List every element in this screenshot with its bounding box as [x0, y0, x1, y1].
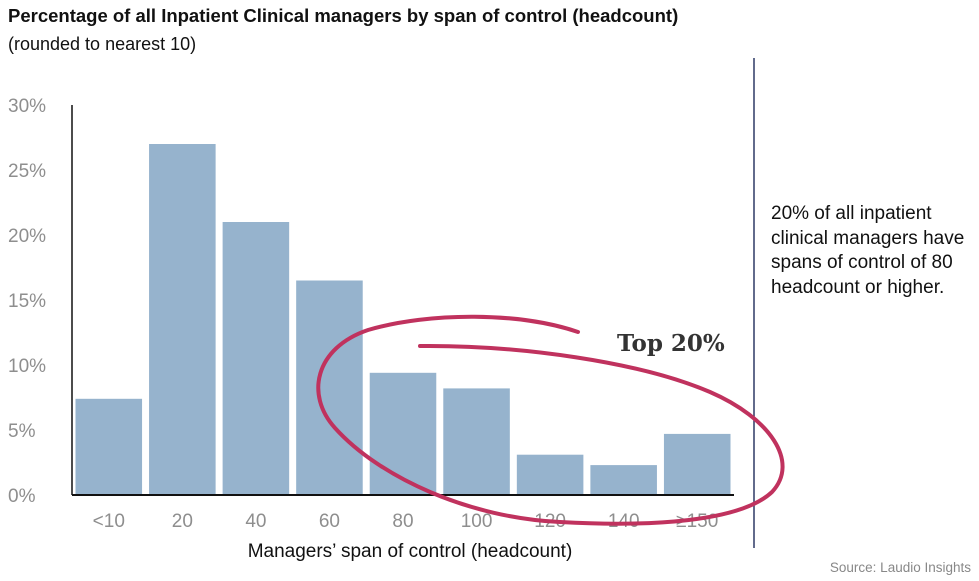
bar-4 [369, 372, 437, 495]
highlight-circle [316, 314, 785, 526]
y-axis-ticks: 0% 5% 10% 15% 20% 25% 30% [8, 96, 46, 507]
bar-2 [222, 222, 290, 495]
y-tick-label: 15% [8, 291, 46, 312]
x-tick-label: 40 [245, 511, 266, 532]
bar-7 [590, 465, 657, 495]
bars-group [75, 144, 731, 495]
bar-8 [663, 433, 731, 495]
bar-3 [296, 280, 363, 495]
bar-6 [516, 454, 584, 495]
x-tick-label: <10 [93, 511, 125, 532]
y-tick-label: 5% [8, 421, 36, 442]
y-tick-label: 0% [8, 486, 36, 507]
source-credit: Source: Laudio Insights [829, 560, 971, 575]
y-tick-label: 10% [8, 356, 46, 377]
bar-0 [75, 398, 143, 495]
x-tick-label: 80 [392, 511, 413, 532]
y-tick-label: 20% [8, 226, 46, 247]
bar-5 [443, 388, 510, 495]
x-axis-ticks: <10 20 40 60 80 100 120 140 ≥150 [93, 511, 719, 532]
x-axis-label: Managers’ span of control (headcount) [248, 541, 573, 562]
x-tick-label: 60 [319, 511, 340, 532]
y-tick-label: 25% [8, 161, 46, 182]
chart-title: Percentage of all Inpatient Clinical man… [8, 5, 679, 26]
annotation-note: 20% of all inpatient clinical managers h… [771, 203, 965, 299]
bar-1 [149, 144, 216, 495]
chart-subtitle: (rounded to nearest 10) [8, 34, 197, 54]
y-tick-label: 30% [8, 96, 46, 117]
x-tick-label: 20 [172, 511, 193, 532]
callout-label: Top 20% [617, 330, 725, 357]
x-tick-label: 100 [461, 511, 493, 532]
x-tick-label: 140 [608, 511, 640, 532]
